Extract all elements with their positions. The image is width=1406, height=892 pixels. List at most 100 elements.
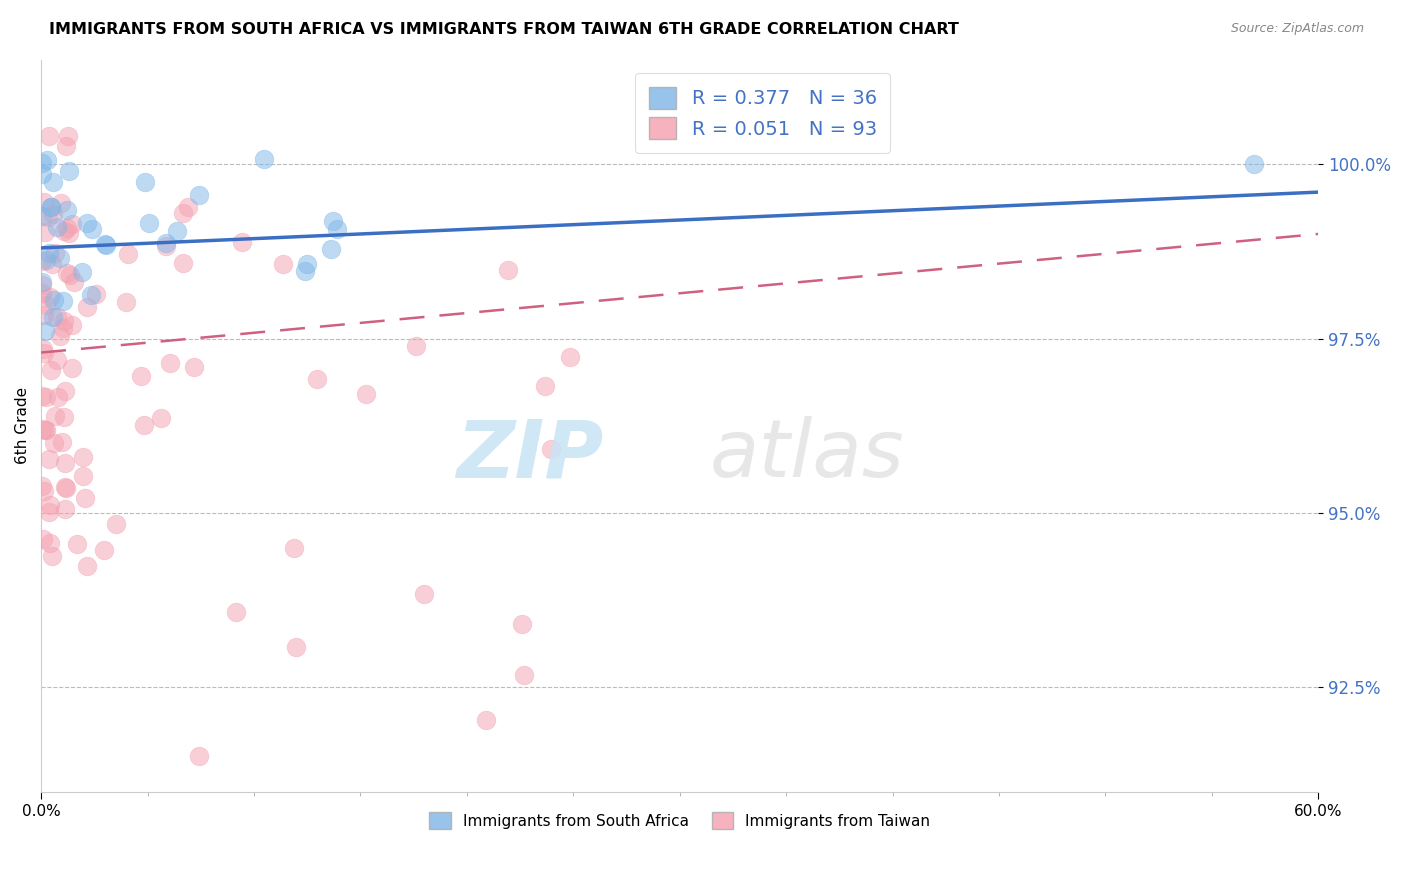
Point (72, 469, 94, 483)
Point (34, 423, 56, 437)
Point (31, 479, 53, 493)
Point (34, 324, 56, 338)
Point (49, 196, 72, 211)
Point (155, 235, 177, 250)
Legend: Immigrants from South Africa, Immigrants from Taiwan: Immigrants from South Africa, Immigrants… (423, 805, 936, 836)
Point (35, 298, 58, 312)
Point (31, 167, 53, 181)
Text: atlas: atlas (710, 416, 905, 494)
Point (31, 275, 53, 289)
Point (150, 411, 173, 425)
Point (37, 210, 59, 224)
Point (60, 318, 83, 332)
Point (560, 350, 582, 364)
Point (46, 352, 69, 367)
Point (66, 537, 89, 551)
Point (134, 418, 156, 433)
Point (45, 219, 67, 234)
Point (44, 246, 66, 260)
Point (41, 257, 63, 271)
Text: ZIP: ZIP (456, 416, 603, 494)
Point (53, 384, 76, 399)
Point (42, 310, 65, 324)
Point (177, 200, 200, 214)
Point (32, 195, 55, 210)
Point (134, 175, 156, 189)
Point (115, 295, 138, 310)
Point (31, 209, 53, 223)
Point (39, 536, 62, 550)
Point (60, 361, 83, 376)
Point (38, 129, 60, 144)
Point (51, 434, 73, 449)
Point (295, 257, 318, 271)
Text: Source: ZipAtlas.com: Source: ZipAtlas.com (1230, 22, 1364, 36)
Point (60, 217, 83, 231)
Point (105, 516, 128, 531)
Point (412, 586, 434, 600)
Point (52, 321, 75, 335)
Point (32, 346, 55, 360)
Point (322, 214, 344, 228)
Point (46, 390, 69, 404)
Point (39, 362, 62, 376)
Point (38, 246, 60, 260)
Point (34, 225, 56, 239)
Point (319, 242, 342, 256)
Point (188, 749, 211, 764)
Point (52, 314, 75, 328)
Point (159, 356, 181, 370)
Point (41, 200, 63, 214)
Point (32, 342, 55, 356)
Point (172, 206, 194, 220)
Point (231, 235, 253, 249)
Point (58, 163, 80, 178)
Point (76, 217, 98, 231)
Point (35, 153, 58, 168)
Point (183, 359, 205, 374)
Point (56, 266, 79, 280)
Point (44, 409, 66, 423)
Point (354, 387, 377, 401)
Point (55, 481, 77, 495)
Point (38, 505, 60, 519)
Point (55, 139, 77, 153)
Point (32, 532, 55, 546)
Point (94, 237, 117, 252)
Point (31, 278, 53, 293)
Point (56, 202, 79, 217)
Point (35, 390, 58, 404)
Point (82, 221, 104, 235)
Point (283, 541, 305, 555)
Point (53, 480, 76, 494)
Point (138, 216, 160, 230)
Point (42, 207, 65, 221)
Y-axis label: 6th Grade: 6th Grade (15, 387, 30, 465)
Point (38, 451, 60, 466)
Point (56, 129, 79, 144)
Point (53, 456, 76, 470)
Point (326, 222, 349, 236)
Point (41, 549, 63, 563)
Point (35, 423, 58, 437)
Point (84, 286, 107, 301)
Point (534, 379, 557, 393)
Point (52, 410, 75, 425)
Point (129, 368, 152, 383)
Point (31, 253, 53, 268)
Point (46, 310, 69, 324)
Point (405, 338, 427, 352)
Point (31, 285, 53, 300)
Text: IMMIGRANTS FROM SOUTH AFRICA VS IMMIGRANTS FROM TAIWAN 6TH GRADE CORRELATION CHA: IMMIGRANTS FROM SOUTH AFRICA VS IMMIGRAN… (49, 22, 959, 37)
Point (31, 389, 53, 403)
Point (285, 640, 308, 655)
Point (271, 258, 294, 272)
Point (510, 617, 533, 632)
Point (39, 499, 62, 513)
Point (1243, 157, 1265, 171)
Point (35, 253, 58, 268)
Point (72, 450, 94, 464)
Point (32, 308, 55, 322)
Point (166, 224, 188, 238)
Point (513, 668, 536, 682)
